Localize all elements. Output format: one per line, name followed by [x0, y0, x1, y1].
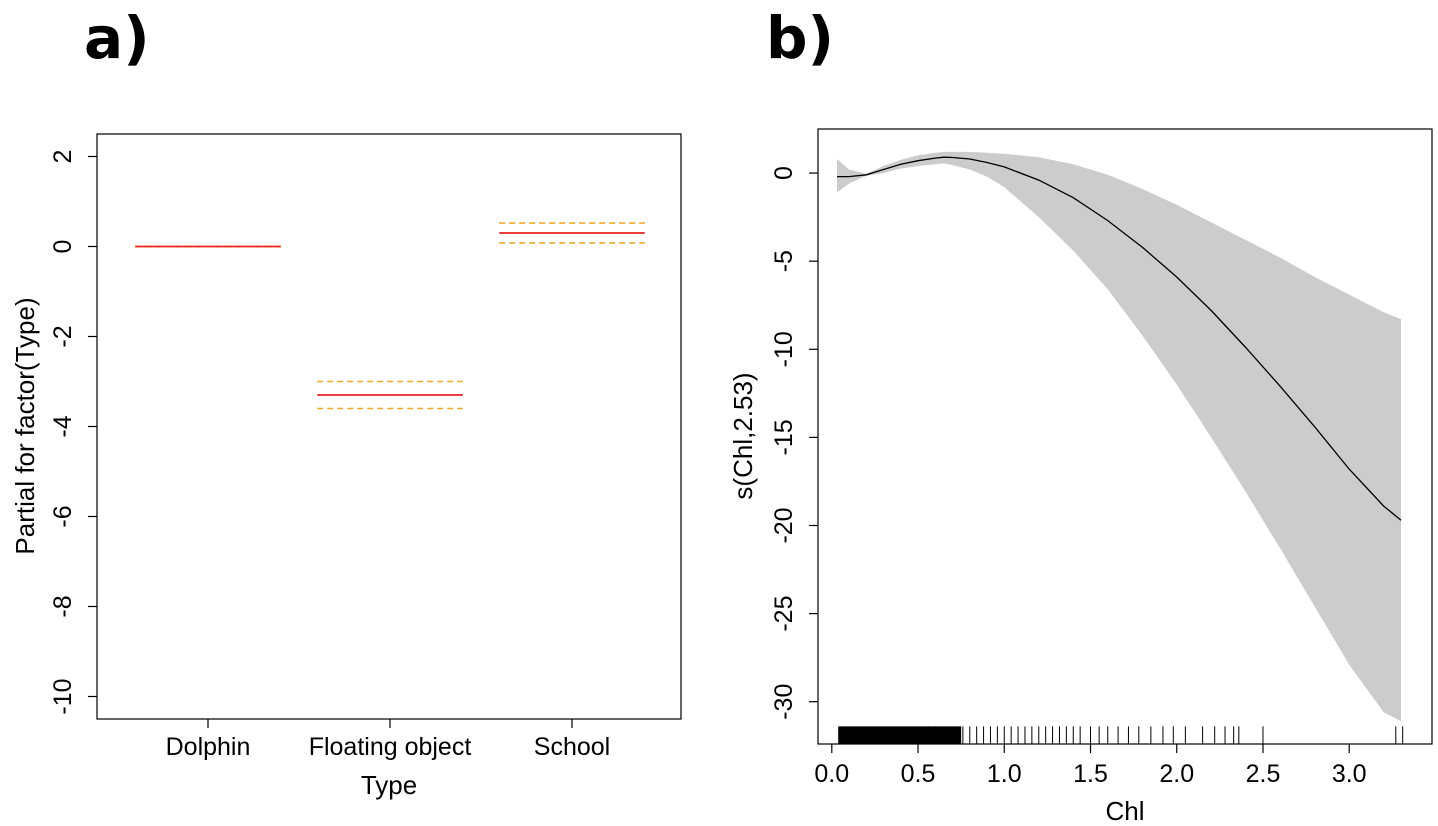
panel-a-y-tick-label: -4	[49, 415, 77, 437]
panel-b-y-tick-label: -30	[770, 684, 798, 720]
panel-b-y-tick-label: -20	[770, 507, 798, 543]
panel-b-y-tick-label: -15	[770, 419, 798, 455]
panel-a-y-tick-label: -10	[49, 678, 77, 714]
panel-a-x-tick-label: Floating object	[309, 733, 472, 761]
panel-a-x-tick-label: School	[534, 733, 610, 761]
panel-b-y-tick-label: -5	[770, 250, 798, 272]
panel-a-y-tick-label: -2	[49, 325, 77, 347]
panel-b-chart: Chl s(Chl,2.53) 0 -5 -10 -15 -20 -25 -30 0.0 0.5…	[728, 128, 1433, 826]
panel-b-x-tick-label: 1.0	[987, 760, 1022, 788]
panel-a-y-tick-label: -6	[49, 505, 77, 527]
panel-a-y-axis-label: Partial for factor(Type)	[10, 297, 40, 554]
panel-b-x-tick-label: 2.0	[1159, 760, 1194, 788]
panel-b-y-tick-label: -10	[770, 331, 798, 367]
panel-b-y-axis-label: s(Chl,2.53)	[728, 372, 758, 499]
panel-b-x-tick-label: 0.5	[901, 760, 936, 788]
panel-b-x-tick-label: 1.5	[1073, 760, 1108, 788]
panel-b-y-tick-label: 0	[770, 166, 798, 180]
panel-label-b: b)	[766, 4, 834, 72]
panel-b-x-tick-label: 0.0	[814, 760, 849, 788]
panel-b-x-axis-label: Chl	[1105, 796, 1144, 826]
panel-b-fit-line	[837, 156, 1402, 521]
panel-b-confidence-band	[837, 151, 1401, 722]
panel-a-x-axis-label: Type	[361, 770, 417, 800]
panel-a-plot-frame	[96, 133, 682, 720]
panel-a-y-tick-label: -8	[49, 595, 77, 617]
panel-a-y-tick-label: 0	[49, 240, 77, 254]
panel-b-y-tick-label: -25	[770, 596, 798, 632]
panel-a-x-tick-label: Dolphin	[166, 733, 251, 761]
panel-a-y-tick-label: 2	[49, 150, 77, 164]
panel-b-x-tick-label: 2.5	[1246, 760, 1281, 788]
panel-b-rug-dense	[838, 726, 962, 744]
panel-a-chart: Type Partial for factor(Type) 2 0 -2 -4 -6 -8…	[10, 133, 682, 800]
panel-b-x-tick-label: 3.0	[1332, 760, 1367, 788]
panel-label-a: a)	[84, 4, 150, 72]
panel-b-plot-frame	[817, 128, 1433, 745]
